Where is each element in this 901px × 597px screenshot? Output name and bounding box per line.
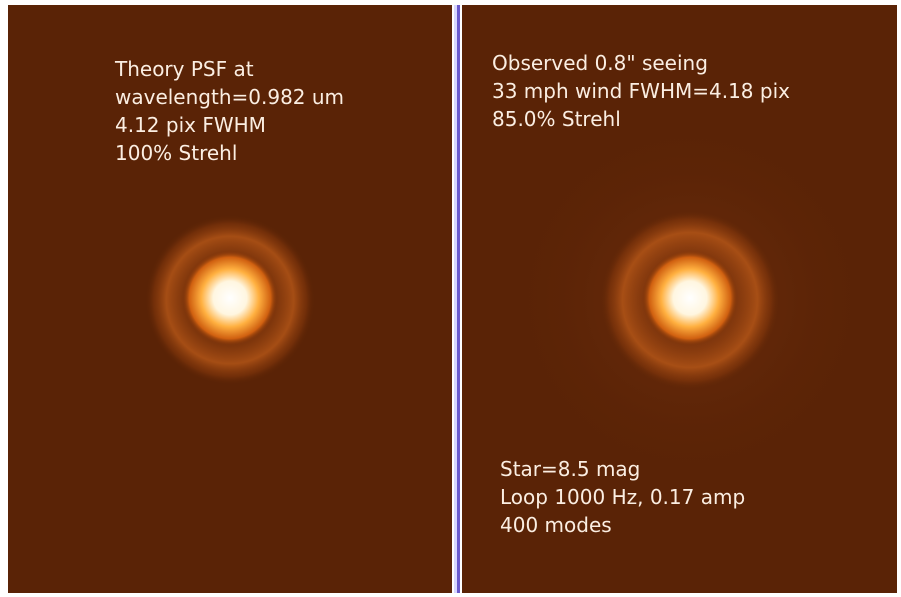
psf-core (642, 250, 738, 346)
psf-comparison: Theory PSF at wavelength=0.982 um 4.12 p… (0, 0, 901, 597)
caption-line: Observed 0.8" seeing (492, 51, 708, 75)
caption-line: 33 mph wind FWHM=4.18 pix (492, 79, 790, 103)
footer-line: Star=8.5 mag (500, 457, 640, 481)
divider (457, 5, 460, 593)
caption-line: wavelength=0.982 um (115, 85, 344, 109)
caption-line: 4.12 pix FWHM (115, 113, 266, 137)
footer-line: 400 modes (500, 513, 612, 537)
caption-line: 85.0% Strehl (492, 107, 621, 131)
footer-line: Loop 1000 Hz, 0.17 amp (500, 485, 745, 509)
psf-core (182, 250, 278, 346)
caption-line: Theory PSF at (114, 57, 254, 81)
divider (454, 5, 457, 593)
caption-line: 100% Strehl (115, 141, 237, 165)
